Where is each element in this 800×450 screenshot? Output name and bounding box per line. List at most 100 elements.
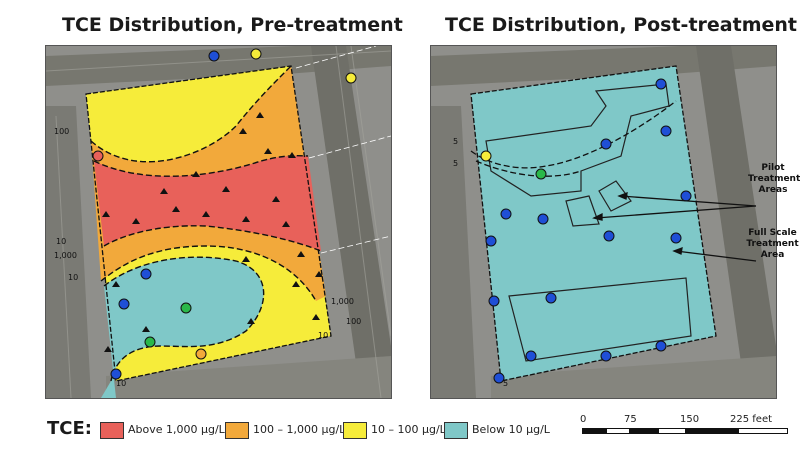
contour-labels: 100 10 1,000 10 1,000 10 10 100 — [54, 127, 361, 388]
scale-bar: 0 75 150 225 feet — [580, 414, 790, 444]
contour-label: 5 — [453, 137, 458, 146]
legend-title: TCE: — [47, 418, 92, 439]
road-right — [311, 46, 391, 398]
well-marker-icon — [247, 318, 255, 324]
sample-point-below-10 — [537, 213, 549, 225]
well-marker-icon — [272, 196, 280, 202]
callout-arrows — [592, 191, 757, 262]
well-marker-icon — [292, 281, 300, 287]
arrowhead-icon — [672, 246, 683, 255]
zone-below-10-ug-l — [471, 66, 716, 381]
sample-point-below-10 — [525, 350, 537, 362]
sampling-points — [92, 48, 357, 380]
legend-label: Below 10 µg/L — [472, 423, 550, 436]
sample-point-green — [180, 302, 192, 314]
sample-point-below-10 — [485, 235, 497, 247]
contour-label: 10 — [116, 379, 126, 388]
scale-segment — [582, 428, 606, 434]
legend-label: Above 1,000 µg/L — [128, 423, 225, 436]
scale-segment — [658, 428, 686, 434]
contour-label: 100 — [346, 317, 361, 326]
sample-point-below-10 — [208, 50, 220, 62]
well-marker-icon — [104, 346, 112, 352]
sample-point-below-10 — [500, 208, 512, 220]
well-marker-icon — [315, 271, 323, 277]
sample-point-below-10 — [545, 292, 557, 304]
contour-label: 10 — [68, 273, 78, 282]
pre-treatment-map: 100 10 1,000 10 1,000 10 10 100 — [46, 46, 391, 398]
well-marker-icon — [202, 211, 210, 217]
full-scale-treatment-area — [508, 277, 692, 362]
contour-label: 1,000 — [54, 251, 77, 260]
sample-point-below-10 — [660, 125, 672, 137]
scale-segment — [630, 428, 658, 434]
road-top — [431, 46, 776, 86]
sample-point-10-100 — [250, 48, 262, 60]
sample-point-below-10 — [118, 298, 130, 310]
sample-point-orange — [195, 348, 207, 360]
scale-segment — [686, 428, 738, 434]
well-marker-icon — [192, 171, 200, 177]
sample-point-below-10 — [670, 232, 682, 244]
well-marker-icon — [288, 152, 296, 158]
basemap-texture — [46, 46, 391, 398]
legend-swatch — [343, 422, 367, 439]
scale-segment — [606, 428, 630, 434]
scale-tick-label: 150 — [680, 414, 700, 425]
scale-tick-label: 0 — [580, 414, 587, 425]
well-marker-icon — [222, 186, 230, 192]
map-panel-post-treatment: 5 5 5 — [430, 45, 777, 399]
contour-label: 10 — [318, 331, 328, 340]
sample-point-10-100 — [345, 72, 357, 84]
well-marker-icon — [282, 221, 290, 227]
contour-label: 10 — [56, 237, 66, 246]
map-title-post-treatment: TCE Distribution, Post-treatment — [445, 14, 797, 36]
well-marker-icon — [312, 314, 320, 320]
road-left — [431, 106, 476, 398]
well-marker-icon — [132, 218, 140, 224]
post-treatment-map: 5 5 5 — [431, 46, 776, 398]
pilot-treatment-area — [598, 180, 632, 212]
sample-point-below-10 — [140, 268, 152, 280]
zone-below-10-ug-l — [101, 257, 264, 398]
sample-point-below-10 — [680, 190, 692, 202]
sample-point-10-100 — [480, 150, 492, 162]
site-boundary — [470, 65, 717, 382]
arrowhead-icon — [592, 212, 603, 221]
contour-label: 5 — [503, 379, 508, 388]
arrowhead-icon — [617, 191, 628, 200]
sample-point-below-10 — [600, 350, 612, 362]
well-marker-icon — [239, 128, 247, 134]
legend-swatch — [225, 422, 249, 439]
concentration-contours — [470, 100, 677, 177]
sample-locations — [92, 48, 357, 380]
well-marker-icon — [256, 112, 264, 118]
well-marker-icon — [102, 211, 110, 217]
legend-swatch — [100, 422, 124, 439]
zone-above-1000-ug-l — [94, 155, 321, 251]
road-left — [46, 106, 91, 398]
scale-tick-label: 225 feet — [730, 414, 773, 425]
map-panel-pre-treatment: 100 10 1,000 10 1,000 10 10 100 — [45, 45, 392, 399]
sample-point-below-10 — [655, 340, 667, 352]
legend-label: 100 – 1,000 µg/L — [253, 423, 346, 436]
sampling-points — [480, 78, 692, 384]
full-scale-treatment-area-label: Full Scale Treatment Area — [746, 228, 799, 260]
sample-point-below-10 — [600, 138, 612, 150]
sample-point-green — [535, 168, 547, 180]
monitoring-wells — [102, 112, 323, 352]
lot-bottom — [106, 356, 391, 398]
contour-label: 100 — [54, 127, 69, 136]
legend: TCE: Above 1,000 µg/L 100 – 1,000 µg/L 1… — [0, 418, 800, 448]
scale-segment — [738, 428, 788, 434]
lot-bottom — [491, 356, 776, 398]
sample-point-green — [144, 336, 156, 348]
well-marker-icon — [142, 326, 150, 332]
well-marker-icon — [297, 251, 305, 257]
contour-label: 1,000 — [331, 297, 354, 306]
pilot-treatment-areas-label: Pilot Treatment Areas — [748, 163, 800, 195]
pilot-treatment-area — [565, 195, 600, 227]
legend-swatch — [444, 422, 468, 439]
well-marker-icon — [160, 188, 168, 194]
well-marker-icon — [242, 256, 250, 262]
